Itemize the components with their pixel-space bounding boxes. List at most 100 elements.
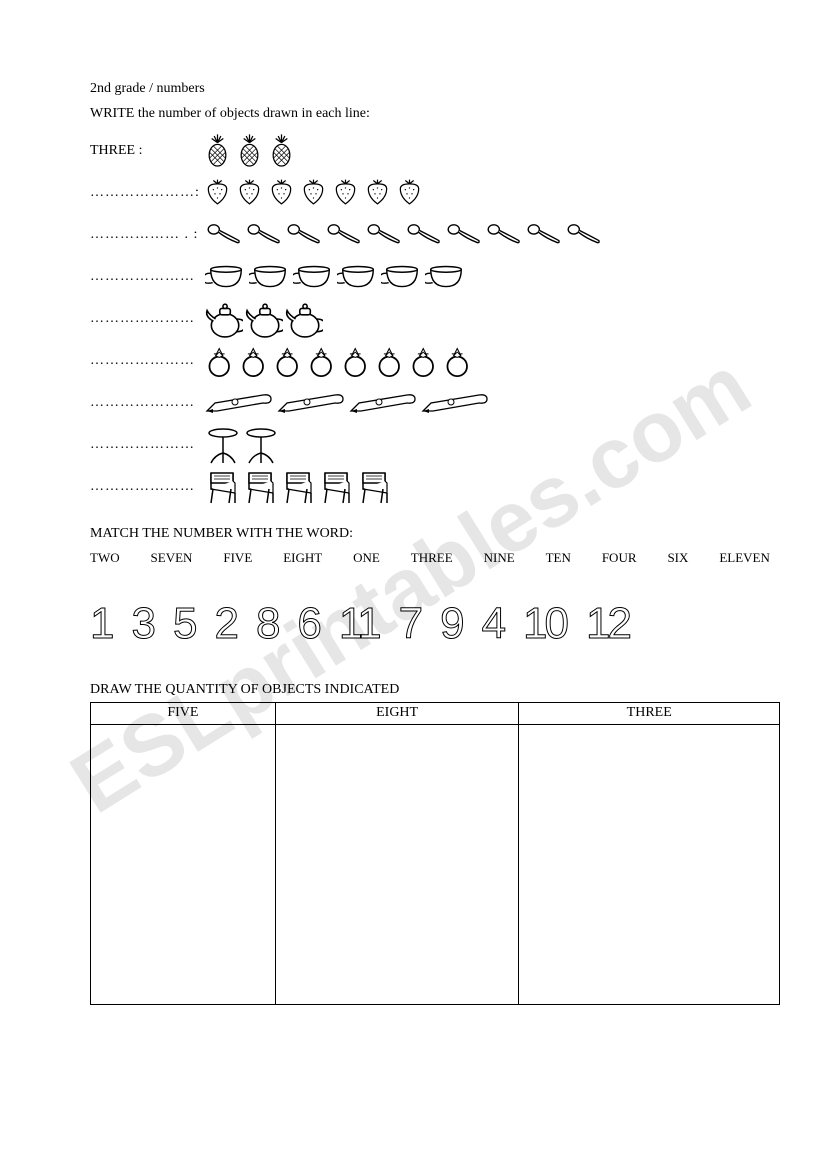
draw-cell	[275, 724, 519, 1004]
spoon-icon	[445, 222, 483, 248]
spoon-icon	[405, 222, 443, 248]
match-word: THREE	[411, 550, 453, 566]
draw-column-header: FIVE	[91, 702, 276, 724]
match-word: ONE	[353, 550, 380, 566]
chair-icon	[243, 469, 279, 505]
spoon-icon	[285, 222, 323, 248]
counting-row: …………………:	[90, 172, 761, 214]
strawberry-icon	[397, 178, 427, 208]
match-word: SEVEN	[151, 550, 193, 566]
match-word: EIGHT	[283, 550, 322, 566]
counting-rows: THREE : …………………:	[90, 130, 761, 508]
counting-row: …………………	[90, 424, 761, 466]
match-number-list: 135286117941012	[90, 602, 761, 646]
table-icon	[205, 425, 241, 465]
pineapple-icon	[269, 131, 299, 171]
teapot-icon	[205, 300, 243, 338]
match-word: FIVE	[223, 550, 252, 566]
spoon-icon	[245, 222, 283, 248]
counting-row-label: …………………	[90, 395, 205, 411]
spoon-icon	[525, 222, 563, 248]
match-word: FOUR	[602, 550, 637, 566]
outline-number: 1	[90, 602, 111, 646]
match-word: ELEVEN	[719, 550, 770, 566]
draw-cell	[91, 724, 276, 1004]
match-instruction: MATCH THE NUMBER WITH THE WORD:	[90, 526, 761, 542]
counting-row-label: ……………… . :	[90, 227, 205, 243]
cup-icon	[249, 263, 291, 291]
outline-number: 6	[297, 602, 318, 646]
cup-icon	[293, 263, 335, 291]
counting-row: ……………… . :	[90, 214, 761, 256]
pineapple-icon	[237, 131, 267, 171]
counting-row-label: …………………	[90, 353, 205, 369]
strawberry-icon	[237, 178, 267, 208]
table-icon	[243, 425, 279, 465]
outline-number: 5	[173, 602, 194, 646]
counting-row-label: …………………	[90, 479, 205, 495]
strawberry-icon	[269, 178, 299, 208]
counting-row-icons	[205, 131, 299, 171]
cup-icon	[425, 263, 467, 291]
counting-row: …………………	[90, 466, 761, 508]
pen-icon	[277, 389, 347, 417]
counting-row-icons	[205, 300, 323, 338]
teapot-icon	[285, 300, 323, 338]
ring-icon	[205, 343, 237, 379]
worksheet-page: 2nd grade / numbers WRITE the number of …	[0, 0, 821, 1045]
spoon-icon	[325, 222, 363, 248]
outline-number: 7	[399, 602, 420, 646]
counting-instruction: WRITE the number of objects drawn in eac…	[90, 105, 761, 124]
counting-row-label: …………………	[90, 311, 205, 327]
counting-row: …………………	[90, 382, 761, 424]
outline-number: 9	[440, 602, 461, 646]
counting-row-label: …………………	[90, 269, 205, 285]
match-word: TEN	[546, 550, 571, 566]
counting-row: …………………	[90, 256, 761, 298]
counting-row-icons	[205, 469, 393, 505]
draw-column-header: EIGHT	[275, 702, 519, 724]
counting-row-label: …………………:	[90, 185, 205, 201]
chair-icon	[205, 469, 241, 505]
draw-table: FIVEEIGHTTHREE	[90, 702, 780, 1005]
ring-icon	[375, 343, 407, 379]
counting-row-label: THREE :	[90, 143, 205, 159]
spoon-icon	[365, 222, 403, 248]
page-title: 2nd grade / numbers	[90, 80, 761, 99]
outline-number: 10	[523, 602, 566, 646]
strawberry-icon	[205, 178, 235, 208]
counting-row: …………………	[90, 298, 761, 340]
cup-icon	[337, 263, 379, 291]
counting-row-icons	[205, 389, 491, 417]
counting-row-icons	[205, 425, 279, 465]
outline-number: 12	[586, 602, 629, 646]
spoon-icon	[565, 222, 603, 248]
pineapple-icon	[205, 131, 235, 171]
strawberry-icon	[333, 178, 363, 208]
counting-row-icons	[205, 263, 467, 291]
teapot-icon	[245, 300, 283, 338]
match-word-list: TWO SEVEN FIVE EIGHT ONE THREE NINE TEN FOUR SIX E…	[90, 550, 770, 566]
ring-icon	[239, 343, 271, 379]
counting-row-icons	[205, 343, 475, 379]
draw-instruction: DRAW THE QUANTITY OF OBJECTS INDICATED	[90, 682, 761, 698]
chair-icon	[281, 469, 317, 505]
ring-icon	[443, 343, 475, 379]
pen-icon	[205, 389, 275, 417]
outline-number: 4	[482, 602, 503, 646]
outline-number: 2	[214, 602, 235, 646]
draw-column-header: THREE	[519, 702, 780, 724]
ring-icon	[307, 343, 339, 379]
match-word: NINE	[484, 550, 515, 566]
strawberry-icon	[365, 178, 395, 208]
outline-number: 11	[339, 602, 379, 646]
ring-icon	[409, 343, 441, 379]
cup-icon	[381, 263, 423, 291]
cup-icon	[205, 263, 247, 291]
strawberry-icon	[301, 178, 331, 208]
chair-icon	[319, 469, 355, 505]
match-word: TWO	[90, 550, 120, 566]
pen-icon	[421, 389, 491, 417]
counting-row: THREE :	[90, 130, 761, 172]
match-word: SIX	[667, 550, 688, 566]
